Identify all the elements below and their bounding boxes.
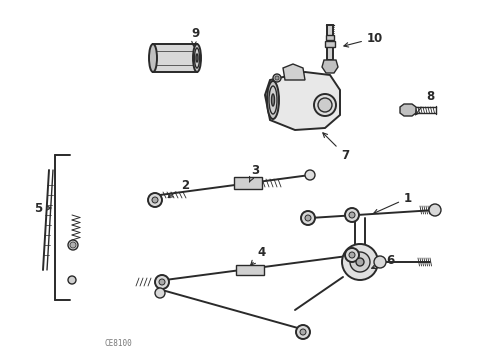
Text: 9: 9 [191,27,199,46]
Circle shape [300,329,306,335]
Circle shape [345,248,359,262]
Ellipse shape [271,94,274,106]
Bar [327,25,333,60]
Circle shape [159,279,165,285]
Circle shape [429,204,441,216]
Ellipse shape [195,48,199,68]
Circle shape [349,212,355,218]
Circle shape [273,74,281,82]
Bar [153,44,197,72]
Circle shape [349,252,355,258]
Ellipse shape [314,94,336,116]
Ellipse shape [149,44,157,72]
Circle shape [342,244,378,280]
Circle shape [148,193,162,207]
Text: 2: 2 [168,179,189,198]
Polygon shape [265,72,340,130]
Text: 3: 3 [249,163,259,182]
Bar [326,35,334,40]
Circle shape [275,76,279,80]
Ellipse shape [318,98,332,112]
Circle shape [296,325,310,339]
Circle shape [301,211,315,225]
Text: 6: 6 [371,253,394,269]
Circle shape [70,242,76,248]
Text: CE8100: CE8100 [104,339,132,348]
Circle shape [356,258,364,266]
Circle shape [345,208,359,222]
Text: 1: 1 [374,192,412,213]
Bar [234,177,262,189]
Circle shape [305,170,315,180]
Text: 5: 5 [34,202,51,215]
Ellipse shape [196,54,198,62]
Circle shape [68,240,78,250]
Polygon shape [283,64,305,80]
Bar [325,41,335,47]
Bar [236,265,264,275]
Ellipse shape [267,81,279,119]
Text: 4: 4 [251,247,266,265]
Text: 8: 8 [416,90,434,115]
Circle shape [152,197,158,203]
Polygon shape [322,60,338,73]
Ellipse shape [193,44,201,72]
Polygon shape [400,104,416,116]
Circle shape [305,215,311,221]
Circle shape [350,252,370,272]
Text: 7: 7 [323,133,349,162]
Ellipse shape [269,86,277,114]
Circle shape [155,275,169,289]
Circle shape [68,276,76,284]
Text: 10: 10 [344,32,383,47]
Circle shape [374,256,386,268]
Circle shape [155,288,165,298]
